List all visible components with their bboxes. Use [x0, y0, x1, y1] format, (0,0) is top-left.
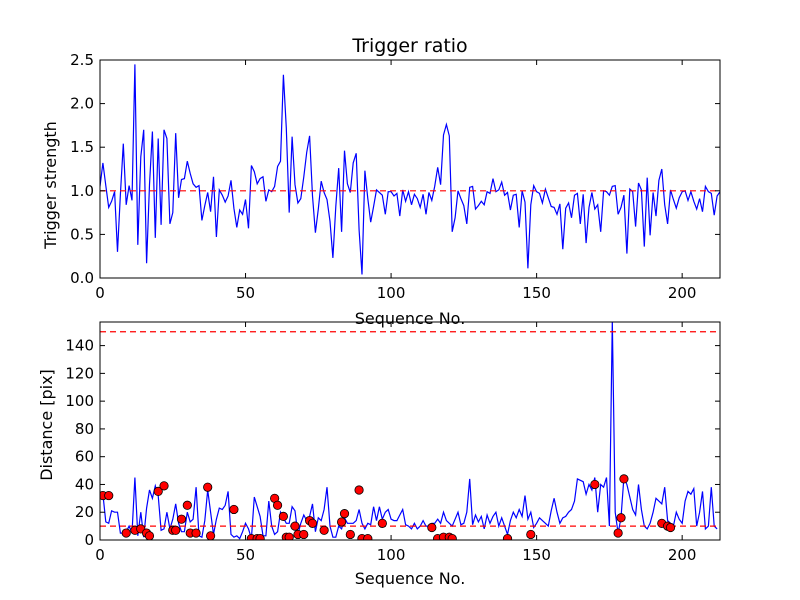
data-point-marker [206, 531, 216, 540]
y-tick-label: 40 [75, 475, 94, 493]
data-point-marker [229, 504, 239, 515]
chart-title: Trigger ratio [351, 35, 467, 57]
distance-plot: Sequence No. Distance [pix] 0 50 100 150 200… [37, 321, 721, 588]
data-point-marker [307, 518, 318, 528]
data-point-marker [191, 528, 201, 538]
data-point-marker [176, 514, 187, 524]
y-tick-label: 100 [65, 392, 94, 410]
series-line [100, 322, 718, 540]
y-tick-label: 80 [75, 420, 94, 438]
data-point-marker [159, 481, 169, 491]
y-tick-label: 140 [65, 337, 94, 355]
data-point-marker [619, 474, 629, 484]
x-tick-label: 0 [95, 546, 105, 564]
data-point-marker [104, 490, 114, 501]
data-point-marker [345, 529, 355, 540]
data-point-marker [447, 534, 457, 540]
y-tick-label: 2.0 [70, 95, 94, 113]
y-tick-label: 0.5 [70, 225, 94, 243]
data-point-marker [182, 500, 192, 510]
data-point-marker [377, 518, 387, 528]
x-tick-label: 200 [668, 546, 697, 564]
data-point-marker [427, 522, 437, 533]
x-tick-label: 50 [236, 546, 255, 564]
y-axis-label: Trigger strength [41, 121, 60, 250]
x-axis-label: Sequence No. [355, 569, 466, 588]
y-axis-label: Distance [pix] [37, 369, 56, 481]
data-point-marker [336, 517, 347, 527]
data-point-marker [171, 525, 181, 535]
data-point-marker [284, 532, 294, 540]
data-point-marker [255, 534, 265, 540]
y-tick-label: 1.5 [70, 138, 94, 156]
y-tick-label: 60 [75, 448, 94, 466]
y-tick-label: 0 [84, 531, 94, 549]
y-tick-label: 2.5 [70, 51, 94, 69]
data-point-marker [363, 534, 373, 540]
data-point-marker [590, 479, 600, 490]
x-tick-label: 150 [522, 284, 551, 302]
data-point-marker [153, 486, 163, 497]
data-point-marker [613, 528, 623, 538]
x-tick-label: 200 [668, 284, 697, 302]
trigger-ratio-plot: Trigger ratio Sequence No. Trigger stren… [41, 35, 721, 328]
x-axis-label: Sequence No. [355, 309, 466, 328]
data-point-marker [121, 528, 131, 538]
axes-frame [99, 59, 721, 279]
y-tick-label: 0.0 [70, 269, 94, 287]
y-tick-label: 120 [65, 364, 94, 382]
data-point-marker [278, 511, 288, 521]
data-point-marker [665, 522, 676, 533]
x-tick-label: 100 [377, 546, 406, 564]
x-tick-label: 150 [522, 546, 551, 564]
data-point-marker [299, 529, 309, 540]
data-point-marker [526, 529, 536, 540]
x-tick-label: 100 [377, 284, 406, 302]
data-point-marker [203, 482, 213, 492]
data-point-marker [272, 500, 283, 510]
axes-frame [99, 321, 721, 541]
y-tick-label: 20 [75, 503, 94, 521]
data-point-marker [354, 485, 364, 495]
data-point-marker [616, 513, 626, 523]
data-point-marker [502, 534, 513, 540]
x-tick-label: 50 [236, 284, 255, 302]
series-line [100, 64, 720, 275]
data-point-marker [290, 521, 300, 531]
data-point-marker [319, 525, 329, 535]
x-tick-label: 0 [95, 284, 105, 302]
data-point-marker [144, 531, 155, 540]
data-point-marker [339, 509, 350, 519]
y-tick-label: 1.0 [70, 182, 94, 200]
